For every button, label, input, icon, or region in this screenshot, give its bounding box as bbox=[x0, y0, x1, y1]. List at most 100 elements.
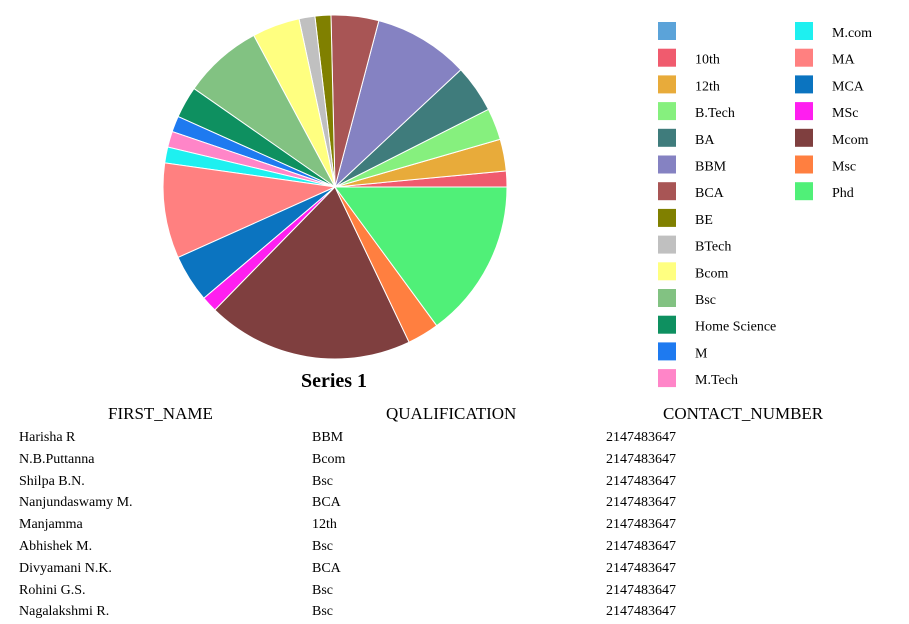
legend-item: Bcom bbox=[658, 262, 729, 281]
legend-label: MCA bbox=[832, 79, 865, 94]
pie-chart: Series 1 10th 12th B.Tech BA BBM BCA BE BTech Bc… bbox=[162, 14, 872, 392]
column-header-first-name: FIRST_NAME bbox=[108, 404, 213, 423]
cell-qualification: Bsc bbox=[312, 538, 333, 554]
legend-item: Msc bbox=[795, 155, 856, 175]
legend-item: Home Science bbox=[658, 315, 776, 335]
legend-item: Bsc bbox=[658, 289, 716, 308]
cell-qualification: Bsc bbox=[312, 473, 333, 489]
legend-swatch bbox=[658, 48, 676, 67]
table-row: Rohini G.S. Bsc 2147483647 bbox=[0, 581, 909, 603]
cell-first-name: N.B.Puttanna bbox=[19, 451, 95, 467]
legend-item: BCA bbox=[658, 182, 725, 201]
legend-item: BTech bbox=[658, 235, 731, 255]
cell-contact-number: 2147483647 bbox=[606, 538, 676, 554]
table-row: Divyamani N.K. BCA 2147483647 bbox=[0, 559, 909, 581]
table-row: Manjamma 12th 2147483647 bbox=[0, 515, 909, 537]
cell-contact-number: 2147483647 bbox=[606, 604, 676, 620]
legend-swatch bbox=[795, 48, 813, 67]
legend-label: M.Tech bbox=[695, 373, 738, 388]
legend-label: BCA bbox=[695, 186, 725, 201]
legend-label: Bcom bbox=[695, 266, 729, 281]
table-row: Nanjundaswamy M. BCA 2147483647 bbox=[0, 493, 909, 515]
cell-contact-number: 2147483647 bbox=[606, 430, 676, 445]
cell-first-name: Rohini G.S. bbox=[19, 582, 86, 598]
legend-label: M.com bbox=[832, 26, 872, 41]
cell-qualification: Bcom bbox=[312, 451, 346, 467]
cell-first-name: Shilpa B.N. bbox=[19, 473, 85, 489]
cell-qualification: BBM bbox=[312, 430, 344, 445]
cell-qualification: Bsc bbox=[312, 604, 333, 620]
table-row: N.B.Puttanna Bcom 2147483647 bbox=[0, 450, 909, 472]
legend-swatch bbox=[658, 22, 676, 40]
legend-label: B.Tech bbox=[695, 106, 735, 121]
legend-item: 12th bbox=[658, 75, 720, 94]
pie-slice-ma bbox=[162, 162, 337, 259]
column-header-contact-number: CONTACT_NUMBER bbox=[663, 404, 824, 423]
legend-label: Mcom bbox=[832, 133, 869, 148]
legend-swatch bbox=[795, 102, 813, 121]
legend-item: M bbox=[658, 342, 708, 361]
legend-swatch bbox=[658, 235, 676, 254]
legend-label: BTech bbox=[695, 240, 731, 255]
legend-swatch bbox=[658, 75, 676, 94]
cell-contact-number: 2147483647 bbox=[606, 517, 676, 533]
legend-item: Mcom bbox=[795, 128, 869, 148]
legend-swatch bbox=[658, 262, 676, 281]
legend-swatch bbox=[795, 75, 813, 94]
legend-item: BA bbox=[658, 128, 715, 148]
cell-contact-number: 2147483647 bbox=[606, 451, 676, 467]
legend-item: BE bbox=[658, 208, 713, 228]
legend-item: MA bbox=[795, 48, 855, 68]
legend-label: MA bbox=[832, 53, 855, 68]
table-row: Abhishek M. Bsc 2147483647 bbox=[0, 537, 909, 559]
pie-slice-mcom bbox=[214, 186, 410, 360]
table-row: Harisha R BBM 2147483647 bbox=[0, 428, 909, 450]
legend-label: BE bbox=[695, 213, 713, 228]
legend-swatch bbox=[795, 155, 813, 174]
cell-contact-number: 2147483647 bbox=[606, 560, 676, 576]
legend-item: 10th bbox=[658, 48, 720, 68]
cell-qualification: BCA bbox=[312, 495, 341, 511]
data-table: FIRST_NAME QUALIFICATION CONTACT_NUMBER … bbox=[0, 404, 909, 624]
legend-label: BBM bbox=[695, 160, 727, 175]
chart-title: Series 1 bbox=[301, 370, 367, 392]
table-row: Shilpa B.N. Bsc 2147483647 bbox=[0, 472, 909, 494]
cell-first-name: Abhishek M. bbox=[19, 538, 93, 554]
legend-swatch bbox=[658, 369, 676, 388]
cell-qualification: Bsc bbox=[312, 582, 333, 598]
legend-item: M.com bbox=[795, 22, 872, 41]
pie-slice-bbm bbox=[334, 20, 462, 189]
legend-label: 12th bbox=[695, 79, 720, 94]
legend-label: 10th bbox=[695, 53, 720, 68]
legend-item bbox=[658, 22, 676, 40]
pie-slice-phd bbox=[334, 186, 508, 327]
legend-label: Phd bbox=[832, 186, 854, 201]
cell-first-name: Nanjundaswamy M. bbox=[19, 495, 133, 511]
column-header-qualification: QUALIFICATION bbox=[386, 404, 517, 423]
legend-swatch bbox=[658, 102, 676, 121]
cell-contact-number: 2147483647 bbox=[606, 495, 676, 511]
legend-item: MSc bbox=[795, 102, 858, 121]
cell-contact-number: 2147483647 bbox=[606, 473, 676, 489]
pie-slices bbox=[162, 14, 508, 360]
cell-first-name: Manjamma bbox=[19, 517, 83, 533]
legend-label: Msc bbox=[832, 160, 856, 175]
legend-label: Home Science bbox=[695, 320, 776, 335]
cell-qualification: 12th bbox=[312, 517, 337, 533]
cell-first-name: Divyamani N.K. bbox=[19, 560, 112, 576]
legend-item: Phd bbox=[795, 182, 854, 201]
legend-label: MSc bbox=[832, 106, 858, 121]
legend-label: M bbox=[695, 346, 708, 361]
legend-swatch bbox=[795, 128, 813, 147]
legend-swatch bbox=[658, 342, 676, 361]
legend-item: MCA bbox=[795, 75, 865, 94]
legend-swatch bbox=[658, 315, 676, 334]
cell-contact-number: 2147483647 bbox=[606, 582, 676, 598]
legend-swatch bbox=[658, 208, 676, 227]
legend-swatch bbox=[658, 128, 676, 147]
legend-label: BA bbox=[695, 133, 715, 148]
legend-label: Bsc bbox=[695, 293, 716, 308]
table-header: FIRST_NAME QUALIFICATION CONTACT_NUMBER bbox=[0, 404, 909, 428]
legend-swatch bbox=[658, 155, 676, 174]
table-row: Nagalakshmi R. Bsc 2147483647 bbox=[0, 602, 909, 624]
